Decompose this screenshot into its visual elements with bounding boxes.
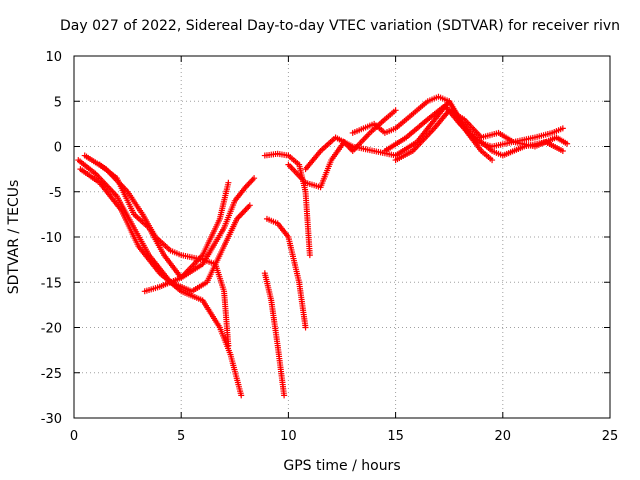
x-tick-label: 10 (280, 429, 297, 444)
series-line (79, 168, 243, 396)
x-tick-label: 5 (177, 429, 185, 444)
series-line (352, 95, 564, 157)
series-arc-8 (261, 150, 313, 259)
data-point (225, 179, 232, 186)
series-arc-7 (263, 215, 309, 331)
x-tick-label: 25 (602, 429, 619, 444)
series-arc-5 (141, 179, 232, 295)
y-tick-label: -25 (41, 367, 62, 382)
y-tick-label: 10 (45, 50, 62, 65)
y-axis-label: SDTVAR / TECUs (6, 180, 22, 295)
y-tick-label: -20 (41, 322, 62, 337)
data-point (251, 175, 258, 182)
x-tick-label: 15 (387, 429, 404, 444)
data-point (281, 392, 288, 399)
data-point (564, 140, 571, 147)
data-point (225, 342, 232, 349)
x-tick-label: 20 (495, 429, 512, 444)
series-line (99, 163, 255, 279)
y-tick-label: -10 (41, 231, 62, 246)
data-point (306, 252, 313, 259)
chart-title: Day 027 of 2022, Sidereal Day-to-day VTE… (60, 18, 620, 34)
data-point (302, 324, 309, 331)
series-arc-13 (392, 107, 566, 164)
data-point (559, 125, 566, 132)
y-tick-label: 0 (54, 141, 62, 156)
data-series (75, 93, 571, 399)
axis-ticks: 0 5 10 15 20 25 -30 -25 -20 -15 -10 -5 0 5 10 (41, 50, 619, 444)
data-point (559, 148, 566, 155)
data-point (489, 157, 496, 164)
series-arc-6 (261, 270, 288, 399)
series-arc-9 (285, 107, 399, 191)
y-tick-label: -5 (49, 186, 62, 201)
data-point (392, 107, 399, 114)
data-point (246, 202, 253, 209)
data-point (238, 392, 245, 399)
y-tick-label: -15 (41, 276, 62, 291)
y-tick-label: -30 (41, 412, 62, 427)
y-tick-label: 5 (54, 95, 62, 110)
x-tick-label: 0 (70, 429, 78, 444)
x-axis-label: GPS time / hours (283, 458, 400, 474)
